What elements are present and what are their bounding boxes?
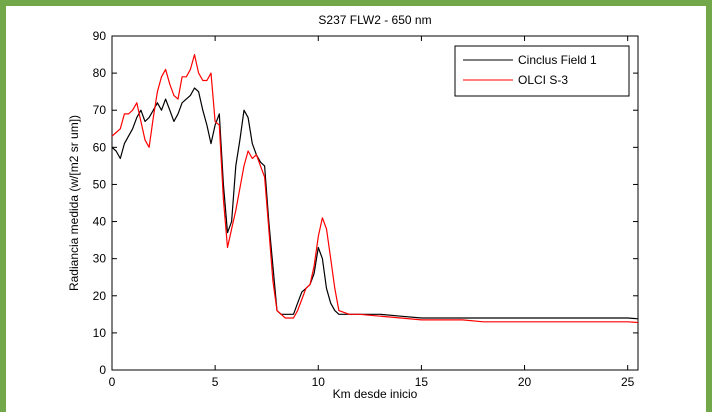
x-tick-label: 5 [212,375,219,389]
y-tick-label: 0 [99,363,106,377]
x-axis-label: Km desde inicio [333,387,418,401]
x-tick-label: 25 [621,375,635,389]
series-lines [111,53,639,324]
y-tick-label: 50 [93,177,107,191]
x-tick-label: 10 [312,375,326,389]
y-axis-label: Radiancia medida (w/[m2 sr um]) [67,115,81,291]
x-tick-label: 20 [518,375,532,389]
series-line-olci-s-3 [111,53,639,324]
y-tick-label: 20 [93,289,107,303]
plot-area [111,35,639,371]
legend-label-cinclus-field-1: Cinclus Field 1 [518,53,597,67]
y-tick-label: 80 [93,66,107,80]
y-tick-label: 90 [93,29,107,43]
series-line-cinclus-field-1 [111,87,639,320]
x-tick-label: 0 [109,375,116,389]
chart-title: S237 FLW2 - 650 nm [318,13,431,27]
y-tick-label: 30 [93,252,107,266]
y-tick-label: 40 [93,215,107,229]
axis-ticks: 0 5 10 15 20 25 0 10 20 30 40 50 60 70 80 90 [93,29,638,389]
legend-box [454,45,630,97]
legend: Cinclus Field 1 OLCI S-3 [454,45,630,97]
y-tick-label: 60 [93,140,107,154]
y-tick-label: 70 [93,103,107,117]
y-tick-label: 10 [93,326,107,340]
legend-label-olci-s3: OLCI S-3 [518,73,568,87]
x-tick-label: 15 [415,375,429,389]
